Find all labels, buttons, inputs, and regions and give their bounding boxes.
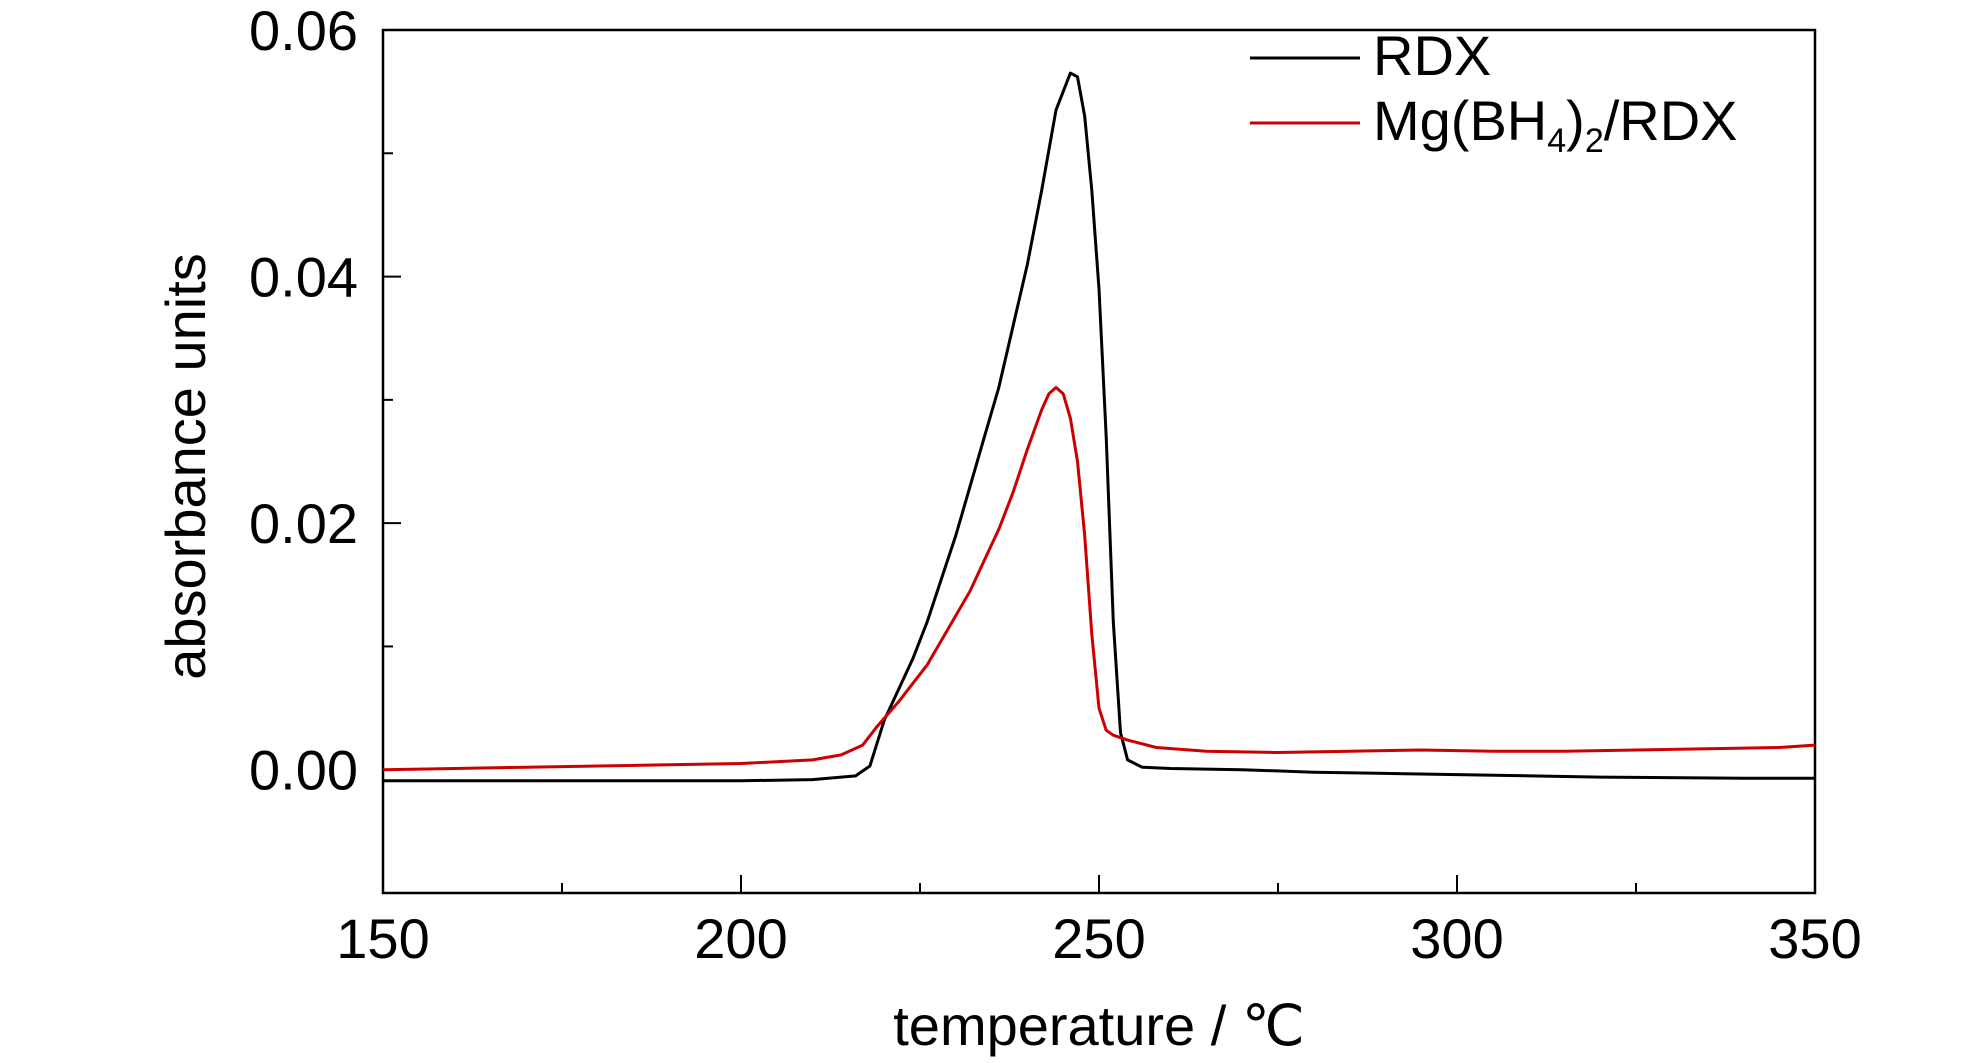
axis-tick-labels: 150 200 250 300 350 0.00 0.02 0.04 0.06 <box>249 0 1862 970</box>
legend-label-mgbh4-rdx: Mg(BH4)2/RDX <box>1373 89 1738 160</box>
series-line-mgbh4-rdx <box>382 386 1816 772</box>
x-tick-label: 300 <box>1410 907 1503 970</box>
x-tick-label: 250 <box>1052 907 1145 970</box>
series-line-rdx <box>383 71 1815 783</box>
x-tick-label: 200 <box>694 907 787 970</box>
y-tick-label: 0.06 <box>249 0 358 62</box>
y-tick-label: 0.02 <box>249 492 358 555</box>
x-axis-title: temperature / ℃ <box>893 994 1305 1057</box>
x-tick-label: 350 <box>1768 907 1861 970</box>
x-tick-label: 150 <box>336 907 429 970</box>
legend-label-rdx: RDX <box>1373 24 1491 87</box>
y-tick-label: 0.04 <box>249 246 358 309</box>
legend: RDX Mg(BH4)2/RDX <box>1250 24 1738 160</box>
series-lines <box>382 71 1816 783</box>
y-tick-label: 0.00 <box>249 739 358 802</box>
y-axis-title: absorbance units <box>154 253 217 680</box>
